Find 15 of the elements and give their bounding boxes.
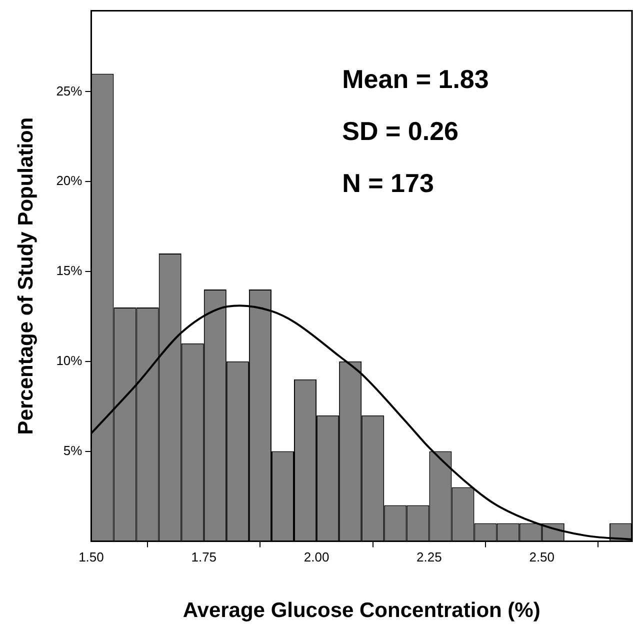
x-tick-label: 2.00 — [304, 550, 330, 565]
annotation: SD = 0.26 — [342, 116, 458, 146]
x-axis-title: Average Glucose Concentration (%) — [182, 599, 540, 622]
y-axis-title: Percentage of Study Population — [14, 117, 38, 435]
annotation: N = 173 — [342, 168, 434, 198]
y-tick-label: 15% — [56, 263, 83, 278]
annotation: Mean = 1.83 — [342, 64, 489, 94]
x-tick-label: 1.75 — [191, 550, 217, 565]
y-tick-label: 10% — [56, 352, 83, 368]
x-tick-label: 1.50 — [78, 550, 104, 565]
y-tick-label: 25% — [56, 83, 83, 98]
y-tick-label: 20% — [56, 173, 83, 188]
x-tick-label: 2.50 — [529, 550, 555, 565]
y-tick-label: 5% — [63, 442, 83, 458]
x-tick-label: 2.25 — [416, 550, 442, 565]
